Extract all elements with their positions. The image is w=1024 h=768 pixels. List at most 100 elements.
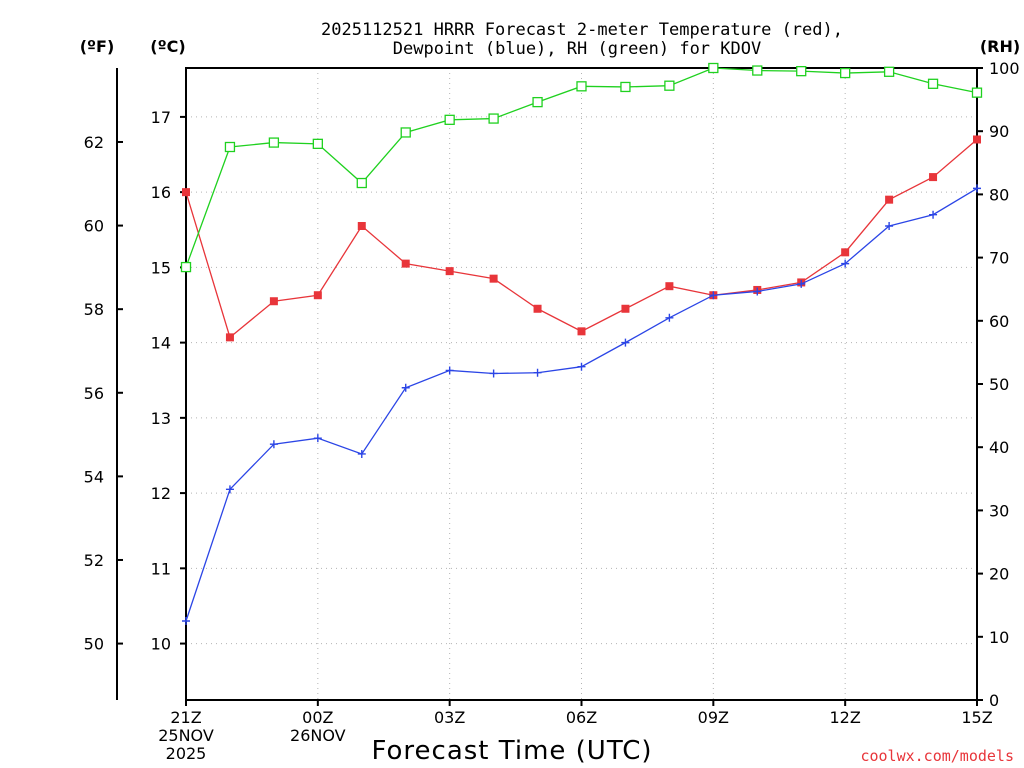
celsius-tick-label: 14 (151, 334, 171, 353)
temperature-point (489, 274, 498, 283)
x-tick-label: 26NOV (290, 726, 346, 745)
fahrenheit-tick-label: 56 (84, 384, 104, 403)
dewpoint-point (973, 184, 981, 193)
rh-point (883, 66, 895, 77)
rh-tick-label: 40 (989, 438, 1009, 457)
rh-tick-label: 90 (989, 122, 1009, 141)
rh-tick-label: 10 (989, 628, 1009, 647)
dewpoint-point (797, 279, 806, 288)
rh-point (312, 138, 323, 149)
temperature-point (841, 248, 850, 257)
temperature-point (401, 259, 410, 268)
dewpoint-point (929, 210, 938, 219)
x-tick-label: 2025 (166, 744, 207, 763)
celsius-tick-label: 17 (151, 108, 171, 127)
celsius-tick-label: 16 (151, 183, 171, 202)
rh-tick-label: 30 (989, 501, 1009, 520)
rh-point (752, 65, 763, 76)
dewpoint-point (665, 313, 674, 322)
dewpoint-point (577, 362, 586, 371)
rh-point (356, 177, 367, 189)
temperature-point (577, 327, 586, 336)
dewpoint-point (445, 366, 454, 375)
dewpoint-point (357, 449, 366, 458)
temperature-point (929, 173, 938, 182)
dewpoint-point (841, 259, 850, 268)
fahrenheit-tick-label: 58 (84, 300, 104, 319)
fahrenheit-tick-label: 62 (84, 133, 104, 152)
rh-point (444, 114, 455, 125)
temperature-point (885, 195, 894, 204)
rh-point (400, 127, 411, 138)
rh-tick-label: 60 (989, 312, 1009, 331)
dewpoint-point (753, 287, 762, 296)
rh-tick-label: 100 (989, 59, 1020, 78)
rh-tick-label: 80 (989, 185, 1009, 204)
rh-unit-label: (RH) (980, 37, 1020, 56)
rh-tick-label: 50 (989, 375, 1009, 394)
credit-text: coolwx.com/models (860, 747, 1014, 765)
temperature-point (313, 291, 322, 300)
x-tick-label: 09Z (698, 708, 729, 727)
chart-title-line-1: 2025112521 HRRR Forecast 2-meter Tempera… (321, 20, 843, 40)
rh-point (971, 87, 983, 98)
temperature-point (621, 304, 630, 313)
x-tick-label: 00Z (302, 708, 333, 727)
celsius-unit-label: (ºC) (150, 37, 185, 56)
celsius-tick-label: 13 (151, 409, 171, 428)
dewpoint-point (489, 369, 498, 378)
dewpoint-point (709, 291, 718, 300)
temperature-point (182, 188, 190, 197)
temperature-point (445, 267, 454, 276)
fahrenheit-tick-label: 60 (84, 217, 104, 236)
temperature-point (357, 222, 366, 230)
x-tick-label: 03Z (434, 708, 465, 727)
celsius-tick-label: 12 (151, 484, 171, 503)
temperature-point (665, 282, 674, 291)
dewpoint-point (885, 222, 894, 230)
temperature-point (269, 297, 278, 306)
rh-point (796, 66, 807, 77)
dewpoint-point (225, 485, 234, 494)
rh-point (927, 78, 939, 89)
x-tick-label: 25NOV (158, 726, 214, 745)
rh-point (664, 80, 675, 91)
fahrenheit-tick-label: 52 (84, 551, 104, 570)
rh-point (224, 141, 236, 153)
chart-title-line-2: Dewpoint (blue), RH (green) for KDOV (393, 39, 761, 59)
rh-tick-label: 70 (989, 249, 1009, 268)
rh-point (620, 81, 631, 93)
rh-point (708, 62, 719, 74)
celsius-tick-label: 11 (151, 559, 171, 578)
dewpoint-point (313, 434, 322, 443)
fahrenheit-tick-label: 54 (84, 467, 104, 486)
x-tick-label: 21Z (170, 708, 201, 727)
rh-tick-label: 20 (989, 565, 1009, 584)
dewpoint-point (269, 440, 278, 449)
dewpoint-point (401, 383, 410, 392)
dewpoint-point (533, 368, 542, 377)
rh-point (180, 261, 192, 273)
plot-frame (185, 67, 978, 701)
rh-point (268, 137, 280, 148)
rh-tick-label: 0 (989, 691, 999, 710)
temperature-point (533, 304, 542, 313)
fahrenheit-tick-label: 50 (84, 635, 104, 654)
fahrenheit-unit-label: (ºF) (80, 37, 115, 56)
rh-point (576, 81, 587, 92)
x-tick-label: 06Z (566, 708, 597, 727)
rh-point (532, 96, 543, 108)
x-axis-title: Forecast Time (UTC) (371, 736, 652, 766)
celsius-tick-label: 10 (151, 635, 171, 654)
grid-layer (186, 68, 977, 700)
rh-point (840, 67, 851, 79)
dewpoint-point (182, 617, 190, 625)
series-layer (180, 62, 983, 625)
x-tick-label: 12Z (830, 708, 861, 727)
x-tick-label: 15Z (961, 708, 992, 727)
rh-point (488, 113, 499, 124)
dewpoint-point (621, 338, 630, 347)
temperature-point (225, 333, 234, 342)
